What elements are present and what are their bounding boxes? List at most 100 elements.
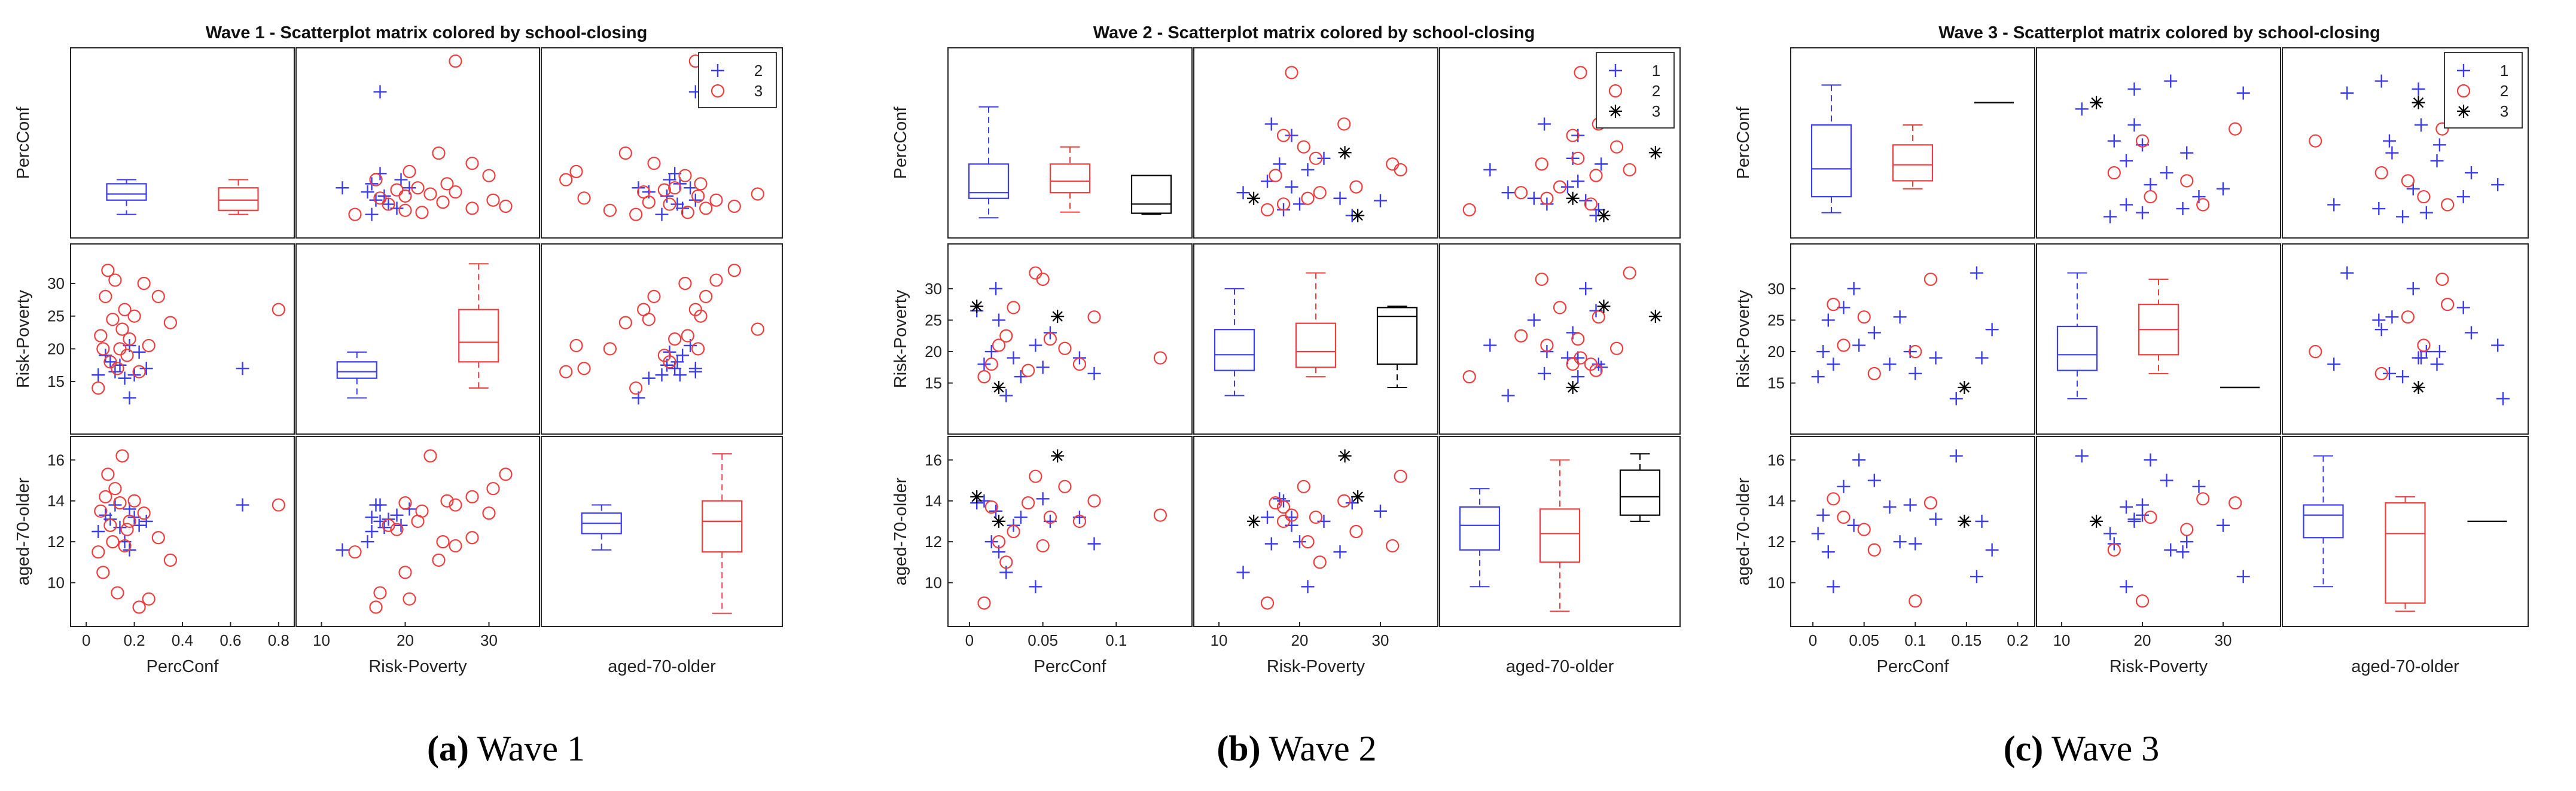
legend-label-group-3: 3 xyxy=(1652,102,1660,120)
data-point-group-1 xyxy=(1816,345,1830,359)
panel-frame xyxy=(295,47,540,239)
data-point-group-1 xyxy=(2432,345,2446,359)
data-point-group-2 xyxy=(2435,122,2449,136)
data-point-group-2 xyxy=(1514,186,1528,200)
data-point-group-2 xyxy=(1837,338,1851,352)
data-point-group-2 xyxy=(642,371,656,385)
data-point-group-3 xyxy=(482,169,496,182)
data-point-group-2 xyxy=(1386,157,1400,171)
data-point-group-1 xyxy=(1579,282,1593,295)
data-point-group-3 xyxy=(113,496,127,510)
y-tick-label: 30 xyxy=(47,274,65,292)
data-point-group-1 xyxy=(2127,118,2141,132)
x-tick-label: 0.1 xyxy=(1904,631,1926,649)
data-point-group-1 xyxy=(1007,351,1020,365)
panel-aged-70-older-vs-aged-70-older xyxy=(2282,436,2529,627)
data-point-group-1 xyxy=(2430,154,2444,168)
data-point-group-1 xyxy=(2176,202,2190,216)
data-point-group-1 xyxy=(977,494,991,508)
data-point-group-1 xyxy=(1333,545,1347,559)
data-point-group-3 xyxy=(163,553,177,567)
data-point-group-2 xyxy=(1589,169,1603,182)
data-point-group-3 xyxy=(115,322,129,336)
data-point-group-1 xyxy=(1264,117,1278,131)
data-point-group-3 xyxy=(647,289,661,303)
y-axis-label-aged-70-older: aged-70-older xyxy=(891,477,910,585)
data-point-group-2 xyxy=(992,338,1006,352)
data-point-group-3 xyxy=(348,207,362,221)
data-point-group-1 xyxy=(1527,313,1541,327)
y-tick-label: 12 xyxy=(925,533,942,551)
data-point-group-3 xyxy=(415,206,429,219)
data-point-group-1 xyxy=(1333,191,1347,205)
data-point-group-1 xyxy=(1903,345,1917,359)
data-point-group-1 xyxy=(2464,166,2478,180)
data-point-group-3 xyxy=(637,303,651,316)
data-point-group-2 xyxy=(1827,492,1840,506)
panel-Risk-Poverty-vs-aged-70-older xyxy=(2282,243,2529,435)
x-axis-label-aged-70-older: aged-70-older xyxy=(608,657,716,676)
data-point-group-2 xyxy=(999,329,1013,343)
data-point-group-3 xyxy=(642,196,656,209)
x-axis-label-aged-70-older: aged-70-older xyxy=(2351,657,2459,676)
data-point-group-1 xyxy=(1538,367,1551,380)
panel-aged-70-older-vs-aged-70-older xyxy=(541,436,783,627)
box-iqr xyxy=(1810,124,1852,198)
data-point-group-3 xyxy=(1648,146,1662,160)
wave-3-matrix: Wave 3 - Scatterplot matrix colored by s… xyxy=(1734,23,2529,676)
data-point-group-3 xyxy=(678,169,692,182)
boxplot-group-3 xyxy=(1619,453,1661,522)
x-tick-label: 0.1 xyxy=(1105,631,1127,649)
data-point-group-2 xyxy=(92,525,105,538)
caption-text: Wave 3 xyxy=(2051,729,2160,768)
data-point-group-2 xyxy=(2107,543,2121,557)
caption-label: (a) xyxy=(427,729,469,768)
y-tick-label: 12 xyxy=(47,533,65,551)
data-point-group-3 xyxy=(369,600,383,614)
data-point-group-1 xyxy=(984,345,998,359)
data-point-group-2 xyxy=(2374,166,2388,180)
data-point-group-1 xyxy=(1236,566,1250,579)
data-point-group-2 xyxy=(1058,341,1072,355)
panel-Risk-Poverty-vs-PercConf xyxy=(1790,243,2035,435)
data-point-group-2 xyxy=(1571,151,1585,165)
data-point-group-2 xyxy=(1337,494,1351,508)
x-tick-label: 0 xyxy=(82,631,90,649)
legend-label-group-2: 2 xyxy=(2500,82,2508,100)
data-point-group-1 xyxy=(1847,282,1861,295)
data-point-group-3 xyxy=(569,164,583,178)
boxplot-group-2 xyxy=(2138,279,2179,374)
data-point-group-2 xyxy=(1535,272,1548,286)
data-point-group-3 xyxy=(123,332,136,346)
data-point-group-1 xyxy=(2144,453,2157,467)
data-point-group-3 xyxy=(398,566,412,579)
panel-PercConf-vs-PercConf xyxy=(70,47,295,239)
data-point-group-2 xyxy=(1309,151,1323,165)
data-point-group-1 xyxy=(1970,570,1983,584)
legend-marker-group-1 xyxy=(1609,64,1622,77)
data-point-group-2 xyxy=(2135,134,2150,148)
data-point-group-2 xyxy=(1571,332,1585,346)
data-point-group-3 xyxy=(678,276,692,291)
y-tick-label: 15 xyxy=(925,374,942,392)
panel-frame xyxy=(541,243,783,435)
data-point-group-2 xyxy=(688,362,702,375)
data-point-group-2 xyxy=(236,498,249,512)
data-point-group-2 xyxy=(2401,174,2415,188)
data-point-group-2 xyxy=(1337,117,1351,131)
data-point-group-3 xyxy=(142,338,156,353)
data-point-group-1 xyxy=(1837,301,1851,314)
data-point-group-1 xyxy=(2491,338,2505,352)
data-point-group-3 xyxy=(1351,209,1365,222)
y-tick-label: 20 xyxy=(1767,343,1785,361)
data-point-group-2 xyxy=(1276,500,1291,514)
data-point-group-1 xyxy=(1867,474,1881,487)
data-point-group-3 xyxy=(111,586,124,600)
data-point-group-3 xyxy=(99,289,112,303)
data-point-group-3 xyxy=(629,381,643,395)
data-point-group-1 xyxy=(2164,74,2178,88)
y-tick-label: 12 xyxy=(1767,533,1785,551)
data-point-group-1 xyxy=(1345,496,1359,510)
data-point-group-1 xyxy=(992,313,1005,327)
data-point-group-1 xyxy=(2396,210,2410,224)
